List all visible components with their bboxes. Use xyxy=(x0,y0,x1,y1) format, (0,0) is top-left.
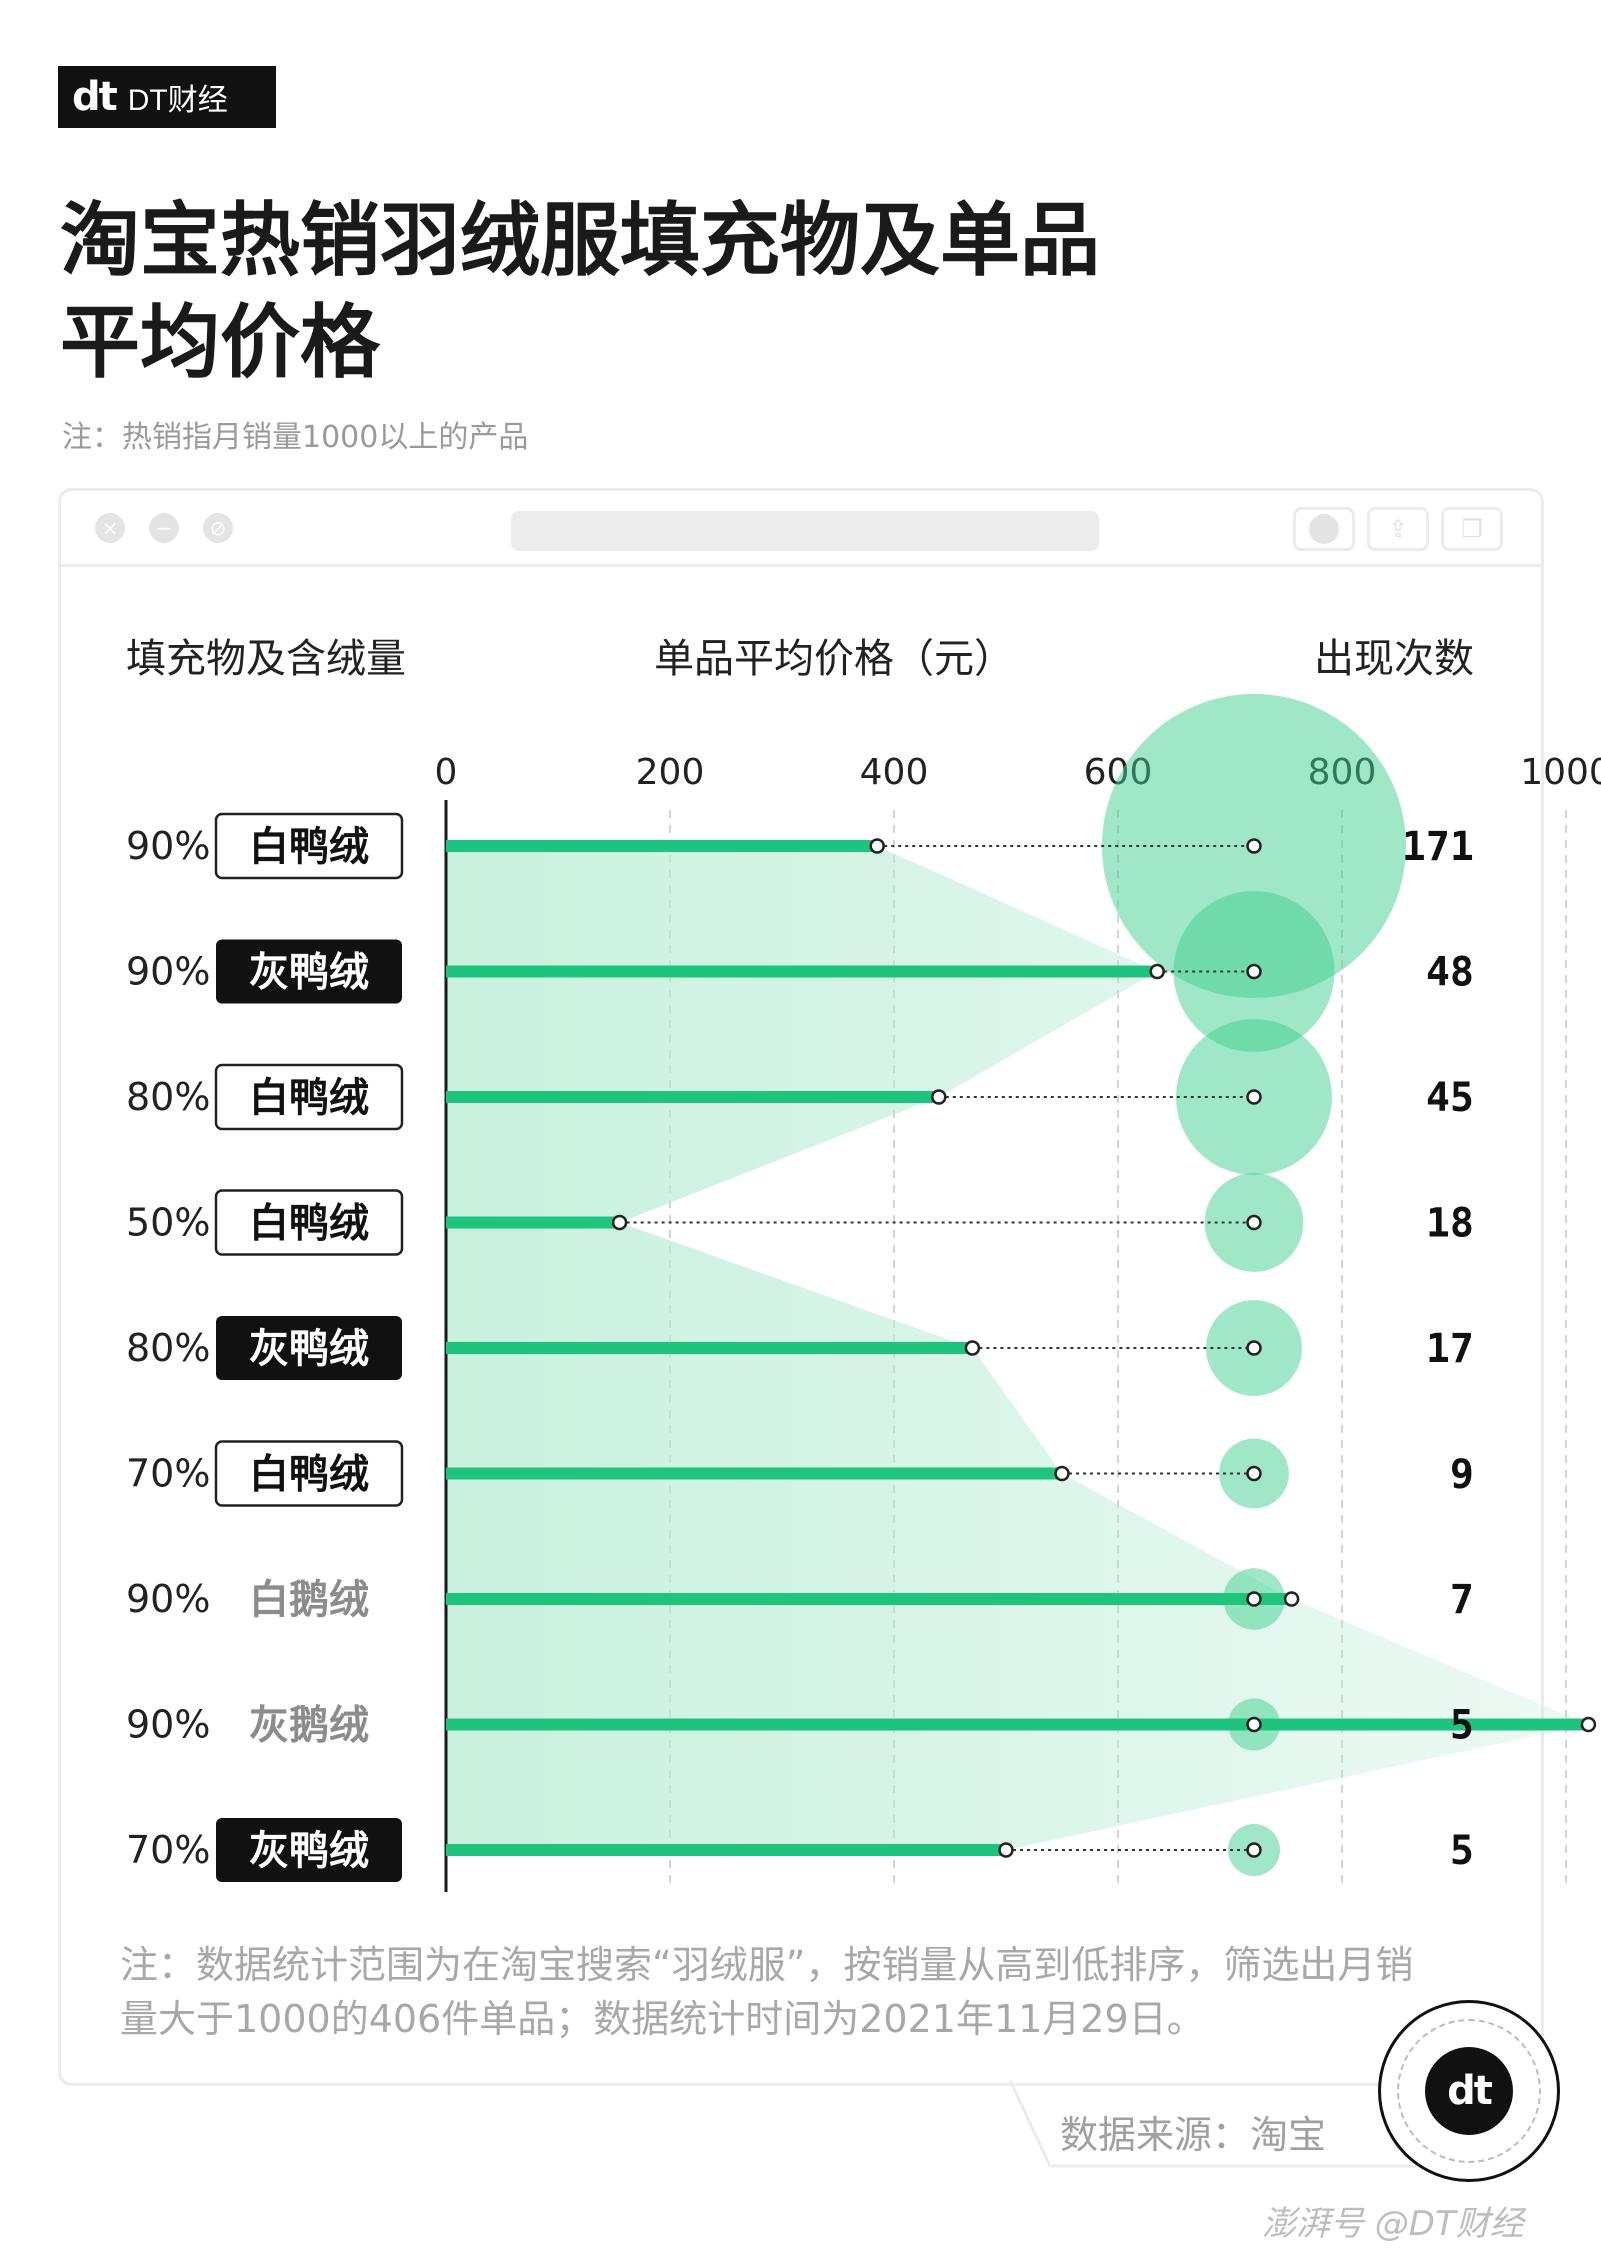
row-percent: 90% xyxy=(126,950,210,994)
bubble-center-dot xyxy=(1246,1214,1262,1231)
copy-icon: ❐ xyxy=(1461,515,1483,543)
price-bar-end-dot xyxy=(998,1842,1014,1858)
footnote: 注：数据统计范围为在淘宝搜索“羽绒服”，按销量从高到低排序，筛选出月销量大于10… xyxy=(120,1943,1414,2041)
material-tag: 灰鹅绒 xyxy=(249,1703,369,1749)
browser-window-frame: × − ⊘ ⇪ ❐ xyxy=(58,488,1544,2086)
price-bar-end-dot xyxy=(931,1089,947,1105)
price-bar-end-dot xyxy=(964,1340,981,1356)
header-filling: 填充物及含绒量 xyxy=(126,636,406,682)
bubble-center-dot xyxy=(1246,838,1262,854)
price-bar xyxy=(446,1844,1006,1856)
bubble-center-dot xyxy=(1246,963,1262,980)
row-percent: 80% xyxy=(126,1326,210,1370)
badge-ring xyxy=(1397,2019,1541,2163)
material-tag-bg xyxy=(214,812,404,880)
x-tick-label: 400 xyxy=(860,752,929,793)
count-label: 171 xyxy=(1402,824,1474,870)
minimize-icon[interactable]: − xyxy=(149,513,179,543)
material-tag-bg xyxy=(216,939,402,1004)
price-bar-end-dot xyxy=(1054,1465,1070,1482)
badge-core: dt xyxy=(1425,2047,1513,2135)
material-tag: 灰鸭绒 xyxy=(249,1326,369,1372)
price-bar-end-dot xyxy=(1149,963,1165,980)
subtitle-note: 注：热销指月销量1000以上的产品 xyxy=(62,420,529,455)
brand-name: DT财经 xyxy=(127,84,228,117)
bubble-center-dot xyxy=(1246,1089,1262,1105)
header-count: 出现次数 xyxy=(1314,636,1474,682)
material-tag: 白鹅绒 xyxy=(249,1577,369,1623)
row-percent: 90% xyxy=(126,1703,210,1747)
count-label: 45 xyxy=(1426,1075,1474,1121)
credit-watermark: 澎湃号 @DT财经 xyxy=(1262,2204,1524,2244)
dt-badge: dt xyxy=(1378,2000,1560,2182)
row-percent: 90% xyxy=(126,1577,210,1621)
price-bar xyxy=(446,840,878,852)
count-label: 17 xyxy=(1426,1326,1474,1372)
price-bar xyxy=(446,1467,1062,1480)
page-title: 淘宝热销羽绒服填充物及单品平均价格 xyxy=(60,194,1100,389)
x-tick-label: 1000 xyxy=(1520,752,1601,793)
row-percent: 90% xyxy=(126,824,210,868)
disabled-icon[interactable]: ⊘ xyxy=(203,513,233,543)
x-tick-label: 200 xyxy=(636,752,705,793)
bubble-center-dot xyxy=(1246,1591,1262,1607)
bubble-center-dot xyxy=(1246,1716,1262,1733)
price-bar xyxy=(446,1718,1589,1731)
address-bar[interactable] xyxy=(511,511,1099,551)
material-tag: 灰鸭绒 xyxy=(249,950,369,996)
window-title-bar: × − ⊘ ⇪ ❐ xyxy=(61,491,1541,567)
brand-mark: dt xyxy=(72,74,118,120)
price-bar xyxy=(446,1216,620,1229)
material-tag: 白鸭绒 xyxy=(249,1075,369,1121)
share-button[interactable]: ⇪ xyxy=(1367,507,1429,551)
material-tag-bg xyxy=(214,1063,404,1131)
brand-logo: dt DT财经 xyxy=(58,66,276,128)
count-label: 48 xyxy=(1426,950,1474,996)
count-label: 5 xyxy=(1450,1828,1474,1874)
count-label: 18 xyxy=(1426,1201,1474,1247)
material-tag: 灰鸭绒 xyxy=(249,1828,369,1874)
material-tag: 白鸭绒 xyxy=(249,824,369,870)
bubble-center-dot xyxy=(1246,1340,1262,1356)
material-tag-bg xyxy=(216,1316,402,1380)
count-label: 7 xyxy=(1450,1577,1474,1623)
record-icon xyxy=(1309,514,1339,544)
price-bar-end-dot xyxy=(869,838,885,854)
bubble-center-dot xyxy=(1246,1465,1262,1482)
x-tick-label: 0 xyxy=(435,752,458,793)
material-tag: 白鸭绒 xyxy=(249,1452,369,1498)
count-label: 5 xyxy=(1450,1703,1474,1749)
share-icon: ⇪ xyxy=(1387,515,1409,543)
material-tag-bg xyxy=(216,1818,402,1882)
price-bar-end-dot xyxy=(1580,1716,1597,1733)
count-label: 9 xyxy=(1450,1452,1474,1498)
row-percent: 80% xyxy=(126,1075,210,1119)
price-bar-end-dot xyxy=(611,1214,628,1231)
price-bar xyxy=(446,965,1158,978)
close-icon[interactable]: × xyxy=(95,513,125,543)
material-tag-bg xyxy=(214,1440,404,1507)
material-tag: 白鸭绒 xyxy=(249,1201,369,1247)
material-tag-bg xyxy=(214,1189,404,1256)
price-bar xyxy=(446,1593,1292,1605)
bubble-center-dot xyxy=(1246,1842,1262,1858)
price-bar xyxy=(446,1342,973,1354)
row-percent: 50% xyxy=(126,1201,210,1245)
price-bar xyxy=(446,1091,939,1103)
record-button[interactable] xyxy=(1293,507,1355,551)
data-source: 数据来源：淘宝 xyxy=(1060,2113,1327,2157)
row-percent: 70% xyxy=(126,1828,210,1872)
row-percent: 70% xyxy=(126,1452,210,1496)
header-price: 单品平均价格（元） xyxy=(654,636,1014,682)
source-tab xyxy=(1010,2080,1420,2168)
price-bar-end-dot xyxy=(1283,1591,1300,1607)
window-copy-button[interactable]: ❐ xyxy=(1441,507,1503,551)
